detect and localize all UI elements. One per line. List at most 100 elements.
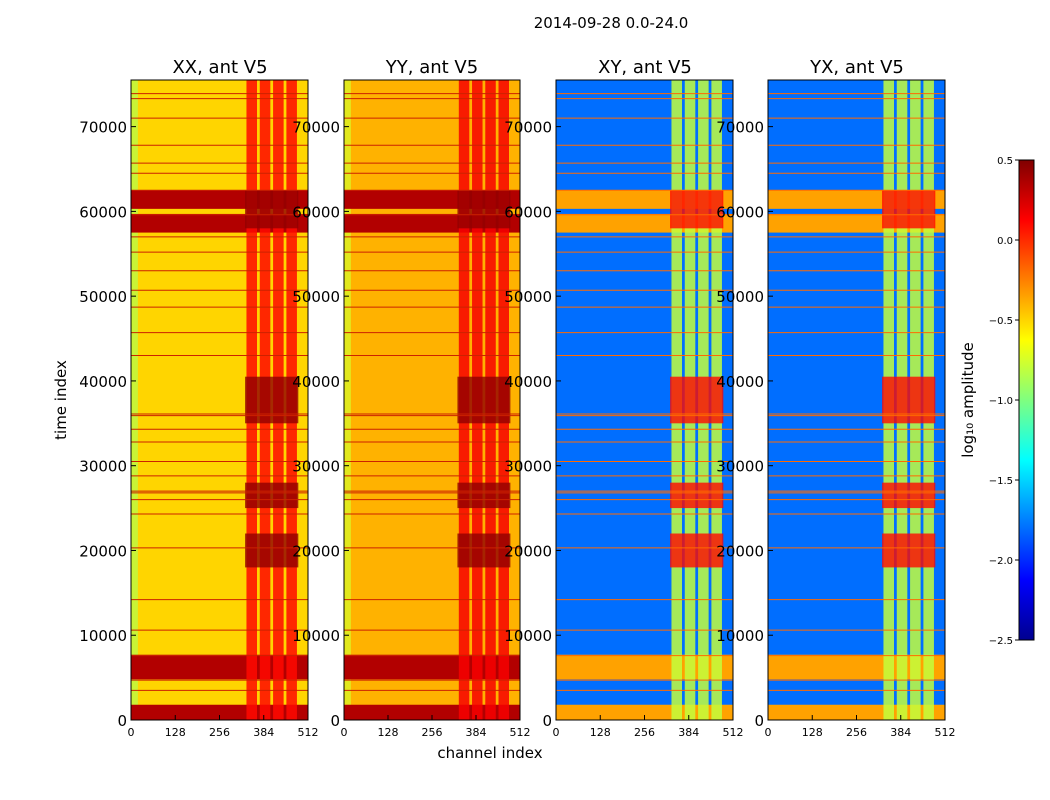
y-tick-label: 40000 <box>292 373 340 391</box>
y-tick-label: 10000 <box>292 627 340 645</box>
strong-time-blob <box>245 482 299 509</box>
axes-yy: 0 128 256 384 512 0 10000 20000 30000 40000 50000 6… <box>292 79 531 739</box>
x-tick-label: 512 <box>723 726 744 739</box>
colorbar-gradient <box>1018 159 1035 641</box>
x-tick-label: 0 <box>341 726 348 739</box>
x-tick-label: 256 <box>846 726 867 739</box>
y-tick-label: 60000 <box>79 203 127 221</box>
x-tick-label: 384 <box>890 726 911 739</box>
x-tick-label: 128 <box>378 726 399 739</box>
strong-time-blob <box>245 190 299 229</box>
x-tick-label: 384 <box>678 726 699 739</box>
strong-time-blob <box>882 533 936 568</box>
colorbar-tick-label: −0.5 <box>989 316 1013 327</box>
y-tick-label: 30000 <box>292 458 340 476</box>
axes-yx: 0 128 256 384 512 0 10000 20000 30000 40000 50000 6… <box>716 79 956 739</box>
strong-time-blob <box>882 376 936 424</box>
strong-time-blob <box>670 190 724 229</box>
edge-channels <box>131 80 138 720</box>
strong-time-blob <box>457 482 511 509</box>
y-tick-label: 30000 <box>716 458 764 476</box>
y-tick-label: 60000 <box>292 203 340 221</box>
y-tick-label: 10000 <box>79 627 127 645</box>
strong-time-blob <box>457 533 511 568</box>
colorbar-tick-label: −1.5 <box>989 476 1013 487</box>
heatmap-yx <box>768 80 945 720</box>
x-tick-label: 0 <box>553 726 560 739</box>
y-tick-label: 40000 <box>504 373 552 391</box>
strong-time-blob <box>670 482 724 509</box>
panel-title-xy: XY, ant V5 <box>598 57 692 78</box>
y-tick-label: 30000 <box>79 458 127 476</box>
x-tick-label: 0 <box>765 726 772 739</box>
panel-title-xx: XX, ant V5 <box>172 57 267 78</box>
strong-time-blob <box>882 482 936 509</box>
colorbar: 0.5 0.0 −0.5 −1.0 −1.5 −2.0 −2.5 log₁₀ amplitu… <box>959 156 1035 647</box>
x-axis-label: channel index <box>437 744 542 762</box>
strong-time-blob <box>245 533 299 568</box>
x-tick-label: 128 <box>165 726 186 739</box>
y-tick-label: 50000 <box>716 288 764 306</box>
strong-time-blob <box>245 376 299 424</box>
panel-yx: YX, ant V5 0 128 256 384 512 0 10000 20000 30000… <box>716 57 955 739</box>
panel-xy: XY, ant V5 0 128 256 384 512 0 10000 20000 30000… <box>504 57 743 739</box>
colorbar-tick-label: −1.0 <box>989 396 1013 407</box>
colorbar-tick-label: 0.5 <box>997 156 1013 167</box>
axes-xx: 0 128 256 384 512 0 10000 20000 30000 40000 50000 6… <box>79 79 319 739</box>
y-tick-label: 0 <box>754 712 764 730</box>
x-tick-label: 256 <box>634 726 655 739</box>
y-tick-label: 0 <box>330 712 340 730</box>
colorbar-tick-label: 0.0 <box>997 236 1013 247</box>
strong-time-blob <box>670 533 724 568</box>
x-tick-label: 256 <box>209 726 230 739</box>
edge-channels <box>344 80 351 720</box>
y-tick-label: 50000 <box>292 288 340 306</box>
y-tick-label: 0 <box>117 712 127 730</box>
x-tick-label: 384 <box>466 726 487 739</box>
y-tick-label: 40000 <box>79 373 127 391</box>
y-tick-label: 50000 <box>79 288 127 306</box>
x-tick-label: 0 <box>128 726 135 739</box>
panel-xx: XX, ant V5 0 128 256 384 512 0 10000 20000 30000… <box>52 57 319 739</box>
y-tick-label: 40000 <box>716 373 764 391</box>
colorbar-ticks: 0.5 0.0 −0.5 −1.0 −1.5 −2.0 −2.5 <box>989 156 1019 647</box>
y-tick-label: 70000 <box>716 119 764 137</box>
x-tick-label: 128 <box>590 726 611 739</box>
panel-title-yy: YY, ant V5 <box>385 57 478 78</box>
x-tick-label: 256 <box>422 726 443 739</box>
y-tick-label: 20000 <box>716 542 764 560</box>
y-tick-label: 70000 <box>292 119 340 137</box>
y-tick-label: 50000 <box>504 288 552 306</box>
colorbar-tick-label: −2.0 <box>989 556 1013 567</box>
strong-time-blob <box>457 376 511 424</box>
x-tick-label: 128 <box>802 726 823 739</box>
colorbar-label: log₁₀ amplitude <box>959 342 977 457</box>
strong-time-blob <box>457 190 511 229</box>
colorbar-tick-label: −2.5 <box>989 636 1013 647</box>
panel-title-yx: YX, ant V5 <box>809 57 904 78</box>
y-tick-label: 60000 <box>504 203 552 221</box>
y-tick-label: 0 <box>542 712 552 730</box>
y-tick-label: 70000 <box>79 119 127 137</box>
y-tick-label: 20000 <box>292 542 340 560</box>
axes-xy: 0 128 256 384 512 0 10000 20000 30000 40000 50000 6… <box>504 79 744 739</box>
x-tick-label: 512 <box>935 726 956 739</box>
y-tick-label: 70000 <box>504 119 552 137</box>
y-tick-label: 30000 <box>504 458 552 476</box>
figure-title: 2014-09-28 0.0-24.0 <box>534 14 689 32</box>
y-tick-label: 20000 <box>79 542 127 560</box>
y-tick-label: 10000 <box>504 627 552 645</box>
heatmap-xx <box>131 80 308 720</box>
y-tick-label: 60000 <box>716 203 764 221</box>
panel-yy: YY, ant V5 0 128 256 384 512 0 10000 20000 30000… <box>292 57 542 762</box>
y-tick-label: 10000 <box>716 627 764 645</box>
x-tick-label: 512 <box>298 726 319 739</box>
heatmap-yy <box>344 80 520 720</box>
x-tick-label: 384 <box>253 726 274 739</box>
x-tick-label: 512 <box>510 726 531 739</box>
heatmap-xy <box>556 80 733 720</box>
y-axis-label: time index <box>52 360 70 440</box>
y-tick-label: 20000 <box>504 542 552 560</box>
strong-time-blob <box>882 190 936 229</box>
